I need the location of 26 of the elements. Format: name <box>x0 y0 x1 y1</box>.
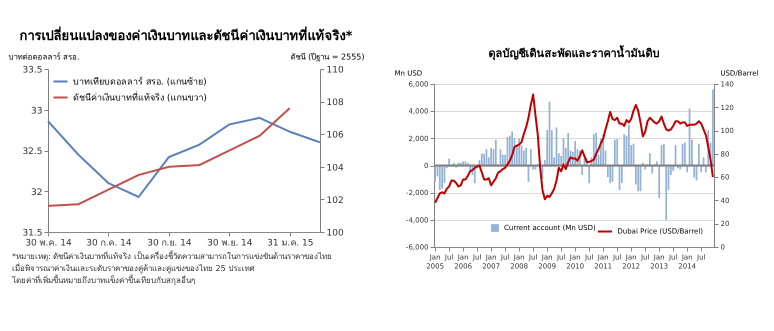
x-tick-label: 30 พ.ย. 14 <box>207 238 253 248</box>
legend-label: บาทเทียบดอลลาร์ สรอ. (แกนซ้าย) <box>73 76 207 88</box>
y2-tick-label: 108 <box>326 98 344 108</box>
y-tick-label: 31.5 <box>22 228 42 238</box>
y2-tick-label: 104 <box>326 163 344 174</box>
y2-axis-title: ดัชนี (ปีฐาน = 2555) <box>290 52 364 62</box>
legend-label: ดัชนีค่าเงินบาทที่แท้จริง (แกนขวา) <box>73 90 207 104</box>
y2-tick-label: 110 <box>326 66 344 76</box>
y-tick-label: 32 <box>31 188 42 198</box>
x-tick-label: 30 ก.ย. 14 <box>147 238 192 248</box>
chart-title: การเปลี่ยนแปลงของค่าเงินบาทและดัชนีค่าเงินบาทที่แท้จริง* <box>20 26 353 44</box>
chart-title: ดุลบัญชีเดินสะพัดและราคาน้ำมันดิบ <box>488 45 660 61</box>
y2-tick-label: 102 <box>326 196 344 206</box>
text: *หมายเหตุ: ดัชนีค่าเงินบาทที่แท้จริง เป็นเครื่องชี้วัดความสามารถในการแข่งขันด้านราคาของไทย เมื่อพิจารณาค่าเงินและระดับราคาของคู่ค้าและคู่แข่งของไทย 25 ประเทศ โดยค่าที่เพิ่มขึ้นหมายถึงบาทแข็งค่าขึ้นเทียบกับสกุลอื่นๆ <box>12 250 332 285</box>
line-series <box>47 116 321 198</box>
y-tick-label: 33.5 <box>22 66 42 76</box>
line-series <box>434 93 714 204</box>
y2-tick-label: 106 <box>326 130 344 141</box>
x-tick-label: 31 ม.ค. 15 <box>267 238 314 248</box>
x-tick-label: 30 พ.ค. 14 <box>25 238 72 248</box>
y2-tick-label: 100 <box>326 228 344 238</box>
y-axis-title: บาทต่อดอลลาร์ สรอ. <box>8 52 80 62</box>
y-tick-label: 33 <box>31 106 42 116</box>
y-tick-label: 32.5 <box>22 147 42 157</box>
line-series <box>47 107 291 207</box>
x-tick-label: 30 ก.ค. 14 <box>86 238 132 248</box>
